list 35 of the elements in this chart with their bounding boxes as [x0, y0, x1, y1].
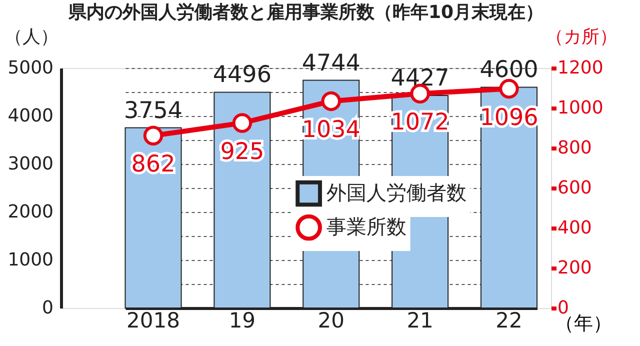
y2-tick-label: 1000 — [558, 98, 604, 118]
data-label: 4600 — [480, 57, 538, 84]
data-label: 1072 — [390, 110, 450, 136]
y-tick-label: 5000 — [8, 58, 54, 78]
point — [143, 126, 164, 146]
x-tick-label: 2018 — [126, 308, 180, 332]
point — [232, 113, 252, 133]
y2-tick-label: 400 — [558, 218, 592, 238]
x-tick-label: 21 — [406, 308, 434, 332]
data-label: 4427 — [390, 66, 450, 92]
point — [499, 78, 519, 99]
data-label: 862 — [131, 152, 176, 178]
y2-axis-title: （カ所） — [546, 26, 618, 48]
data-label: 4496 — [212, 62, 272, 88]
y2-tick-label: 1200 — [558, 58, 604, 78]
legend-label: 事業所数 — [326, 214, 406, 238]
y-tick-label: 1000 — [8, 250, 54, 270]
x-tick-label: 20 — [318, 308, 344, 332]
data-label: 4744 — [302, 50, 360, 76]
point — [410, 84, 430, 104]
legend-label: 外国人労働者数 — [326, 180, 466, 204]
y-tick-label: 3000 — [8, 154, 54, 174]
y-tick-label: 2000 — [8, 202, 54, 222]
x-tick-label: 22 — [496, 308, 522, 332]
y-axis-title: （人） — [4, 26, 58, 48]
data-label: 3754 — [124, 98, 183, 124]
y2-tick-label: 600 — [558, 178, 592, 198]
point — [321, 91, 341, 112]
y2-tick-label: 800 — [558, 138, 592, 158]
y-tick-label: 0 — [42, 298, 54, 318]
x-tick-label: 19 — [228, 308, 256, 332]
data-label: 925 — [220, 139, 264, 165]
chart-title: 県内の外国人労働者数と雇用事業所数（昨年10月末現在） — [67, 2, 544, 23]
y2-tick-label: 200 — [558, 258, 592, 278]
y-tick-label: 4000 — [8, 106, 54, 126]
